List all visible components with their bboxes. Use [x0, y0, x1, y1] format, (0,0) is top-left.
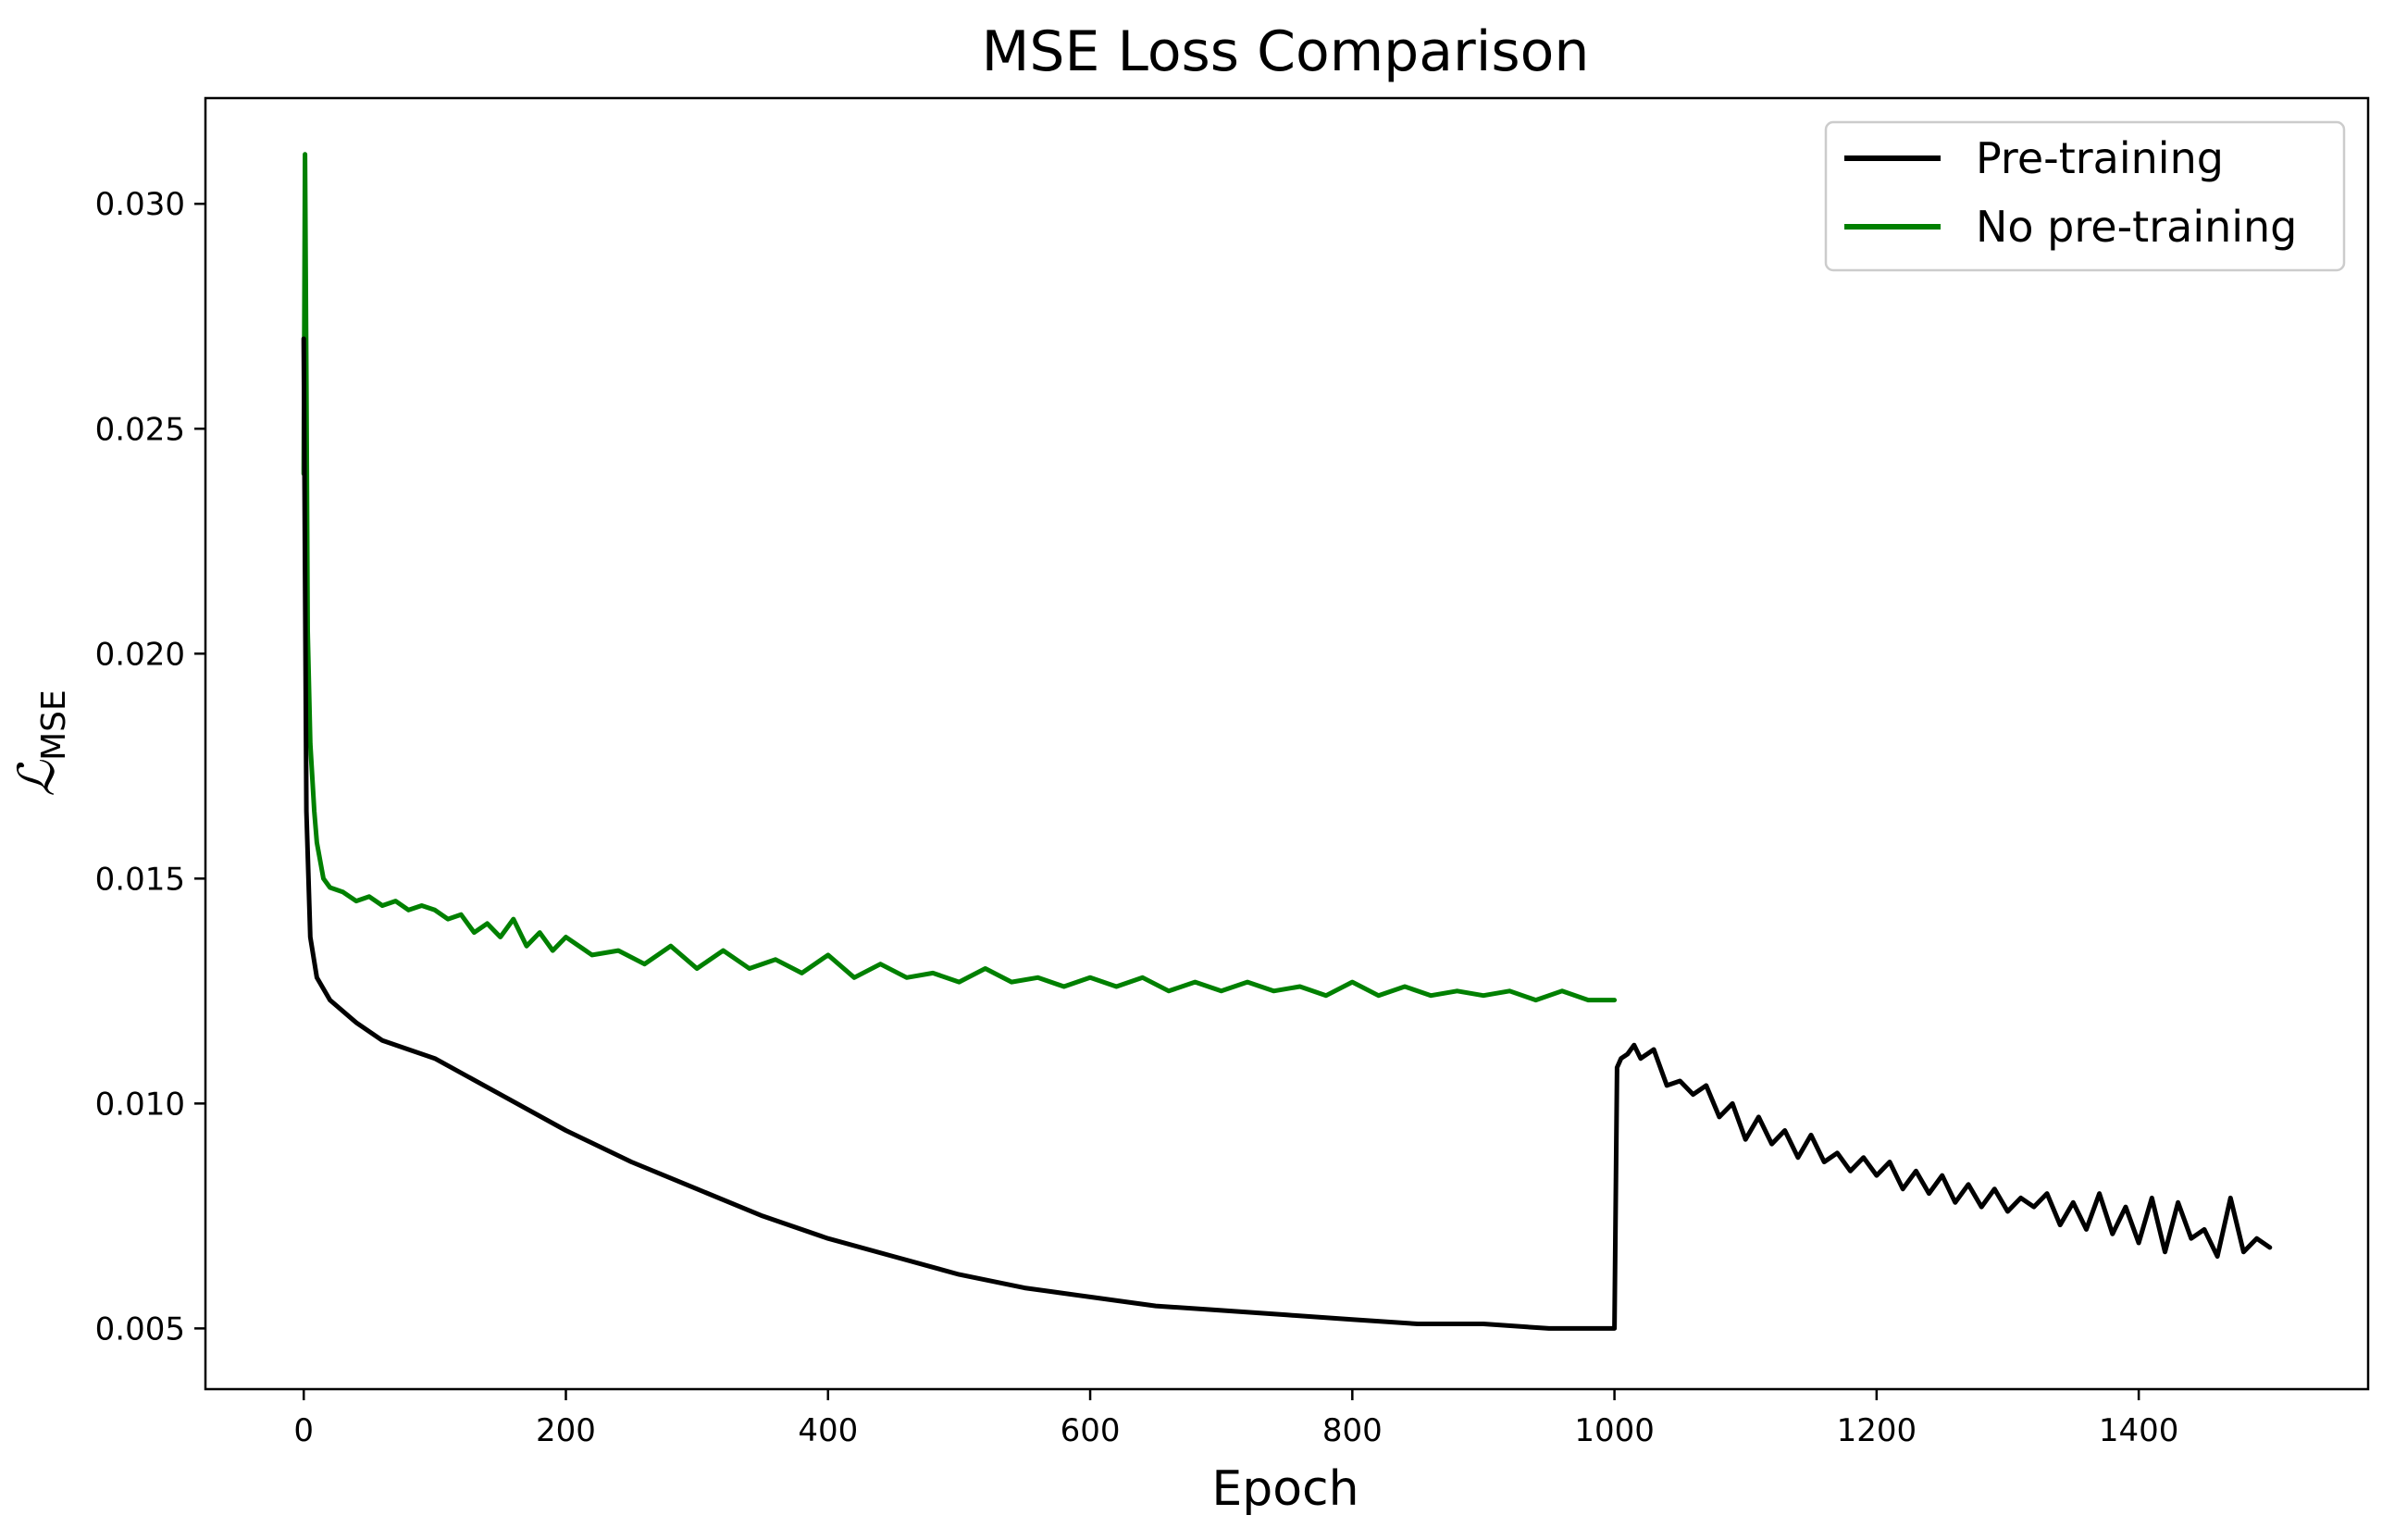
x-axis-title: Epoch: [1211, 1461, 1358, 1517]
x-tick-label: 600: [1061, 1412, 1121, 1449]
y-tick-label: 0.015: [95, 861, 185, 898]
y-tick-label: 0.025: [95, 411, 185, 448]
x-tick-label: 1000: [1574, 1412, 1655, 1449]
x-axis: 0 200 400 600 800 1000 1200 1400: [293, 1389, 2178, 1449]
y-axis-title-subscript: MSE: [35, 689, 73, 761]
legend: Pre-training No pre-training: [1824, 120, 2346, 272]
y-tick-label: 0.005: [95, 1310, 185, 1348]
y-tick-label: 0.010: [95, 1086, 185, 1123]
svg-text:ℒMSE: ℒMSE: [7, 689, 73, 797]
y-axis-title: ℒMSE: [7, 689, 73, 797]
chart-title: MSE Loss Comparison: [982, 19, 1590, 84]
x-tick-label: 1400: [2099, 1412, 2179, 1449]
series-line-pre-training: [301, 336, 2273, 1331]
y-tick-label: 0.030: [95, 186, 185, 223]
x-tick-label: 800: [1322, 1412, 1383, 1449]
legend-label-no-pre-training: No pre-training: [1976, 202, 2297, 252]
x-tick-label: 0: [293, 1412, 314, 1449]
y-tick-label: 0.020: [95, 636, 185, 673]
legend-box: [1824, 120, 2346, 272]
series-layer: [301, 152, 2273, 1331]
y-axis-title-main: ℒ: [7, 760, 66, 797]
plot-frame: [204, 96, 2370, 1391]
legend-label-pre-training: Pre-training: [1976, 133, 2224, 183]
x-tick-label: 400: [798, 1412, 858, 1449]
x-tick-label: 200: [536, 1412, 596, 1449]
x-tick-label: 1200: [1837, 1412, 1917, 1449]
y-axis: 0.005 0.010 0.015 0.020 0.025 0.030: [95, 186, 205, 1348]
series-line-no-pre-training: [301, 152, 1618, 1003]
